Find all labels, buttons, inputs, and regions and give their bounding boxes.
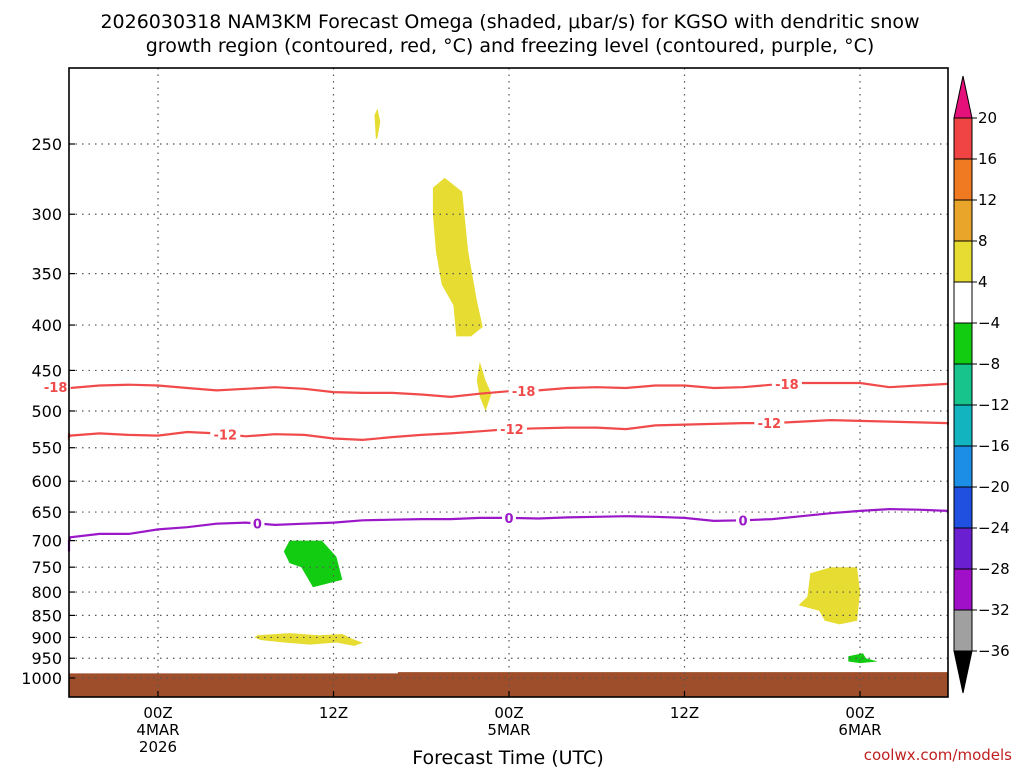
omega-region-1	[374, 108, 381, 140]
colorbar-tick-−32: −32	[978, 601, 1010, 619]
colorbar-tick-−16: −16	[978, 437, 1010, 455]
credit-link[interactable]: coolwx.com/models	[864, 746, 1012, 764]
contour-layer: -18 -18 -18 -12 -12 -12 0 0 0	[40, 375, 950, 552]
omega-shading-layer	[254, 108, 878, 664]
contour-label-0: 0	[738, 514, 747, 529]
contour-label-bg	[250, 515, 265, 532]
omega-region-3	[476, 361, 492, 411]
contour-label-bg	[771, 375, 802, 392]
ytick-label-550: 550	[31, 439, 62, 458]
ytick-label-300: 300	[31, 205, 62, 224]
omega-region-5	[798, 567, 860, 625]
xtick-label-12Z: 12Z	[670, 704, 699, 722]
contour-label-bg	[508, 382, 539, 399]
ytick-label-1000: 1000	[21, 669, 62, 688]
contour-label-0: 0	[504, 512, 513, 527]
ytick-label-950: 950	[31, 649, 62, 668]
ytick-label-450: 450	[31, 361, 62, 380]
xtick-label-00Z: 00Z	[845, 704, 874, 722]
ytick-label-700: 700	[31, 532, 62, 551]
contour-label-bg	[496, 420, 527, 437]
contour-label--18: -18	[512, 385, 536, 400]
ytick-label-600: 600	[31, 472, 62, 491]
colorbar-band--16--12	[953, 404, 973, 447]
xtick-label-4MAR: 4MAR	[136, 721, 179, 739]
colorbar-band--24--20	[953, 486, 973, 529]
colorbar-under-triangle	[953, 650, 973, 694]
colorbar-tick-−20: −20	[978, 478, 1010, 496]
colorbar-band--20--16	[953, 445, 973, 488]
ytick-label-250: 250	[31, 135, 62, 154]
colorbar-tick-−36: −36	[978, 642, 1010, 660]
ytick-label-800: 800	[31, 583, 62, 602]
xtick-label-00Z: 00Z	[143, 704, 172, 722]
contour-label-bg	[40, 379, 71, 396]
contour--18	[67, 381, 948, 399]
contour-label--12: -12	[758, 417, 782, 432]
xtick-label-12Z: 12Z	[319, 704, 348, 722]
ytick-label-350: 350	[31, 265, 62, 284]
ytick-label-500: 500	[31, 402, 62, 421]
contour-label--12: -12	[500, 423, 524, 438]
omega-region-4	[254, 633, 363, 646]
contour-label--18: -18	[44, 381, 68, 396]
colorbar-tick-−12: −12	[978, 396, 1010, 414]
colorbar-band-16-20	[953, 117, 973, 160]
colorbar-band--4-4	[953, 281, 973, 324]
contour-label--18: -18	[775, 378, 799, 393]
xtick-label-2026: 2026	[139, 738, 177, 756]
colorbar-band--32--28	[953, 568, 973, 611]
colorbar-tick-−8: −8	[978, 355, 1000, 373]
colorbar-band-12-16	[953, 158, 973, 201]
colorbar-band-8-12	[953, 199, 973, 242]
ytick-label-650: 650	[31, 503, 62, 522]
contour-label-bg	[210, 426, 241, 443]
colorbar-tick-8: 8	[978, 232, 988, 250]
xtick-label-5MAR: 5MAR	[487, 721, 530, 739]
chart-title-line-1: 2026030318 NAM3KM Forecast Omega (shaded…	[100, 11, 919, 33]
ground-layer	[69, 672, 948, 697]
colorbar-band--36--32	[953, 609, 973, 652]
contour-label--12: -12	[214, 428, 238, 443]
colorbar-tick-4: 4	[978, 273, 988, 291]
colorbar-tick-12: 12	[978, 191, 997, 209]
colorbar-over-triangle	[953, 75, 973, 119]
xtick-label-00Z: 00Z	[494, 704, 523, 722]
colorbar: 20 16 12 8 4 −4 −8 −12 −16 −20 −24 −28 −32 −36	[953, 75, 1010, 694]
colorbar-band-4-8	[953, 240, 973, 283]
colorbar-tick-−24: −24	[978, 519, 1010, 537]
contour-label-0: 0	[253, 518, 262, 533]
x-axis-label: Forecast Time (UTC)	[412, 747, 603, 768]
colorbar-band--8--4	[953, 322, 973, 365]
ytick-label-400: 400	[31, 316, 62, 335]
ytick-label-900: 900	[31, 628, 62, 647]
contour--12	[67, 418, 950, 442]
ytick-label-750: 750	[31, 558, 62, 577]
pressure-axis: 250 300 350 400 450 500 550 600 650 700 750 800 850 9…	[21, 135, 75, 688]
contour-label-bg	[502, 509, 516, 526]
contour-label-bg	[736, 512, 750, 529]
omega-region-2	[432, 177, 483, 337]
colorbar-tick-−4: −4	[978, 314, 1000, 332]
omega-region-6	[283, 540, 343, 588]
contour-0	[67, 507, 948, 552]
colorbar-tick-−28: −28	[978, 560, 1010, 578]
contour-label-bg	[754, 415, 785, 432]
chart-title-line-2: growth region (contoured, red, °C) and f…	[146, 35, 875, 57]
xtick-label-6MAR: 6MAR	[838, 721, 881, 739]
ground-terrain	[69, 672, 948, 697]
colorbar-tick-16: 16	[978, 150, 997, 168]
colorbar-tick-20: 20	[978, 109, 997, 127]
grid-layer	[69, 68, 948, 697]
ytick-label-850: 850	[31, 606, 62, 625]
colorbar-band--12--8	[953, 363, 973, 406]
colorbar-band--28--24	[953, 527, 973, 570]
